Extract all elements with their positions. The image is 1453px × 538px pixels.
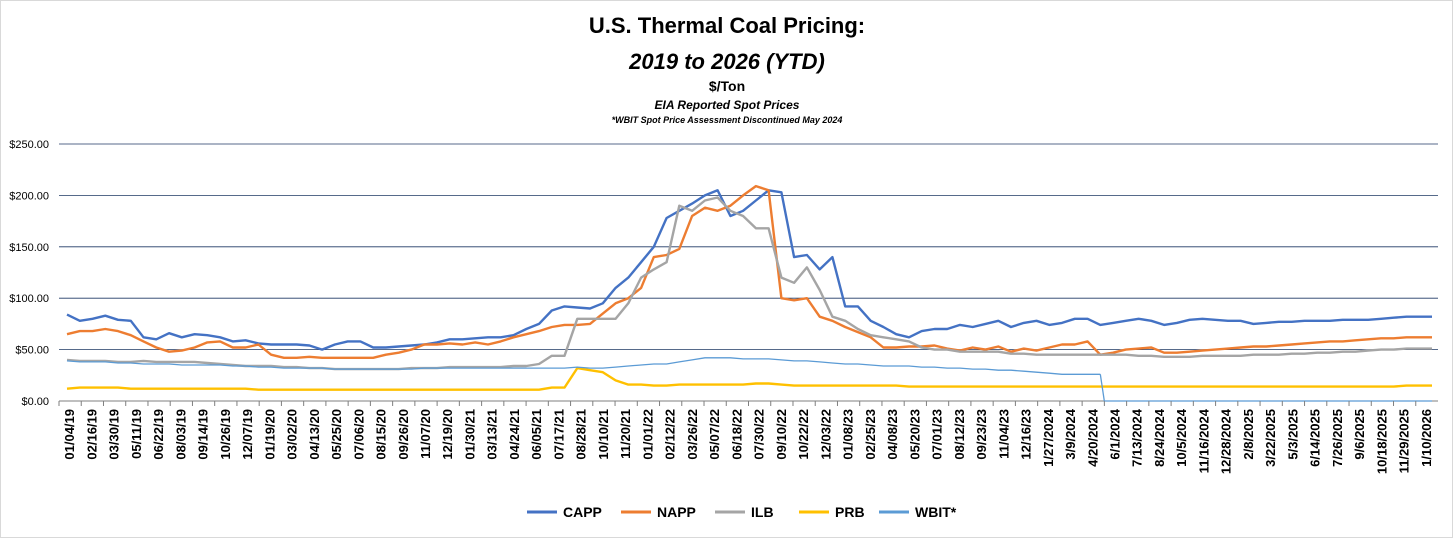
- x-tick-label: 8/24/2024: [1152, 408, 1167, 467]
- y-tick-label: $200.00: [9, 190, 49, 202]
- y-axis-ticks: $0.00 $50.00 $100.00 $150.00 $200.00 $250.00: [9, 139, 49, 408]
- chart-unit-label: $/Ton: [709, 78, 745, 94]
- series-line-napp: [66, 184, 1432, 359]
- x-tick-label: 6/1/2024: [1107, 408, 1122, 459]
- legend-label: NAPP: [657, 504, 696, 520]
- x-tick-label: 04/24/21: [507, 409, 522, 460]
- x-tick-label: 07/01/23: [930, 409, 945, 460]
- series-line-ilb: [66, 196, 1432, 371]
- x-tick-label: 4/20/2024: [1085, 408, 1100, 467]
- grid-lines: [59, 143, 1438, 402]
- x-tick-label: 11/20/21: [618, 409, 633, 459]
- chart-title: U.S. Thermal Coal Pricing:: [589, 13, 865, 38]
- x-tick-label: 2/8/2025: [1241, 409, 1256, 460]
- x-tick-label: 3/9/2024: [1063, 408, 1078, 459]
- series-line-wbit: [66, 357, 1101, 375]
- x-tick-label: 6/14/2025: [1308, 409, 1323, 467]
- x-tick-label: 04/13/20: [307, 409, 322, 460]
- x-tick-label: 11/04/23: [996, 409, 1011, 459]
- x-tick-label: 08/28/21: [574, 409, 589, 460]
- x-tick-label: 08/12/23: [952, 409, 967, 460]
- legend-label: PRB: [835, 504, 865, 520]
- x-tick-label: 09/23/23: [974, 409, 989, 460]
- x-tick-label: 04/08/23: [885, 409, 900, 460]
- x-tick-label: 06/18/22: [729, 409, 744, 460]
- x-tick-label: 05/07/22: [707, 409, 722, 460]
- x-tick-label: 12/16/23: [1019, 409, 1034, 460]
- y-tick-label: $0.00: [21, 396, 49, 408]
- x-tick-label: 12/28/2024: [1219, 408, 1234, 474]
- x-tick-label: 06/05/21: [529, 409, 544, 460]
- x-tick-label: 1/10/2026: [1419, 409, 1434, 467]
- x-tick-label: 10/5/2024: [1174, 408, 1189, 467]
- legend-label: CAPP: [563, 504, 602, 520]
- x-tick-label: 01/04/19: [62, 409, 77, 460]
- chart-footnote: *WBIT Spot Price Assessment Discontinued…: [612, 115, 843, 125]
- x-tick-label: 7/26/2025: [1330, 409, 1345, 467]
- x-tick-label: 05/25/20: [329, 409, 344, 460]
- x-tick-label: 7/13/2024: [1130, 408, 1145, 467]
- x-tick-label: 01/01/22: [640, 409, 655, 460]
- x-tick-label: 08/03/19: [173, 409, 188, 460]
- x-tick-label: 05/11/19: [129, 409, 144, 459]
- x-tick-label: 10/26/19: [218, 409, 233, 460]
- x-tick-label: 03/30/19: [107, 409, 122, 460]
- x-tick-label: 5/3/2025: [1285, 409, 1300, 460]
- y-tick-label: $50.00: [15, 345, 49, 357]
- legend-label: ILB: [751, 504, 774, 520]
- x-tick-label: 12/03/22: [818, 409, 833, 460]
- y-tick-label: $100.00: [9, 293, 49, 305]
- legend: CAPP NAPP ILB PRB WBIT*: [527, 504, 957, 520]
- x-tick-label: 10/18/2025: [1374, 409, 1389, 474]
- x-tick-label: 01/30/21: [462, 409, 477, 460]
- chart-source-note: EIA Reported Spot Prices: [655, 98, 800, 112]
- x-tick-label: 02/25/23: [863, 409, 878, 460]
- x-tick-label: 06/22/19: [151, 409, 166, 460]
- x-tick-label: 11/16/2024: [1196, 408, 1211, 473]
- x-tick-label: 09/14/19: [196, 409, 211, 460]
- series-line-prb: [66, 366, 1432, 391]
- x-tick-label: 07/06/20: [351, 409, 366, 460]
- x-tick-label: 05/20/23: [907, 409, 922, 460]
- x-tick-label: 09/26/20: [396, 409, 411, 460]
- x-tick-label: 3/22/2025: [1263, 409, 1278, 467]
- x-tick-label: 02/16/19: [84, 409, 99, 460]
- x-axis: 01/04/19 02/16/19 03/30/19 05/11/19 06/22/19…: [58, 401, 1434, 474]
- y-tick-label: $250.00: [9, 139, 49, 151]
- x-tick-label: 12/19/20: [440, 409, 455, 460]
- x-tick-label: 07/17/21: [551, 409, 566, 460]
- chart-subtitle: 2019 to 2026 (YTD): [628, 49, 825, 74]
- x-tick-label: 07/30/22: [752, 409, 767, 460]
- x-tick-label: 02/12/22: [663, 409, 678, 460]
- series-lines: [66, 184, 1432, 402]
- x-tick-label: 09/10/22: [774, 409, 789, 460]
- x-tick-label: 11/07/20: [418, 409, 433, 459]
- series-line-capp: [66, 189, 1432, 351]
- x-tick-label: 10/22/22: [796, 409, 811, 460]
- x-tick-label: 01/19/20: [262, 409, 277, 460]
- legend-label: WBIT*: [915, 504, 957, 520]
- x-tick-label: 03/26/22: [685, 409, 700, 460]
- x-tick-label: 03/13/21: [485, 409, 500, 460]
- x-tick-label: 12/07/19: [240, 409, 255, 460]
- x-tick-label: 10/10/21: [596, 409, 611, 460]
- y-tick-label: $150.00: [9, 242, 49, 254]
- x-tick-label: 11/29/2025: [1397, 409, 1412, 473]
- x-tick-label: 1/27/2024: [1041, 408, 1056, 467]
- x-tick-label: 9/6/2025: [1352, 409, 1367, 460]
- x-tick-label: 01/08/23: [841, 409, 856, 460]
- x-tick-label: 08/15/20: [374, 409, 389, 460]
- x-tick-label: 03/02/20: [285, 409, 300, 460]
